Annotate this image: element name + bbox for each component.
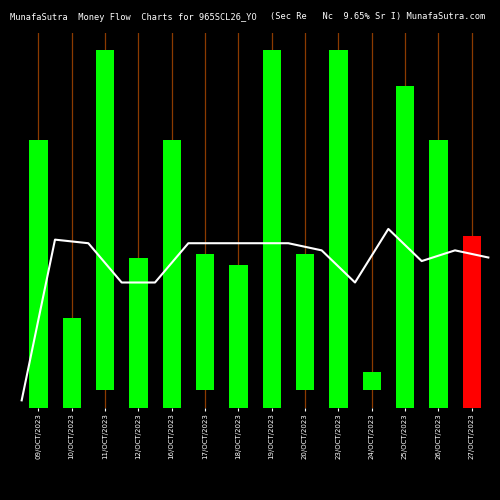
Text: (Sec Re   Nc  9.65% Sr I) MunafaSutra.com: (Sec Re Nc 9.65% Sr I) MunafaSutra.com: [270, 12, 485, 22]
Bar: [96, 50, 114, 390]
Bar: [129, 258, 148, 408]
Bar: [29, 140, 48, 407]
Bar: [462, 236, 481, 408]
Bar: [162, 140, 181, 407]
Bar: [396, 86, 414, 408]
Bar: [429, 140, 448, 407]
Bar: [196, 254, 214, 390]
Text: MunafaSutra  Money Flow  Charts for 965SCL26_YO: MunafaSutra Money Flow Charts for 965SCL…: [10, 12, 257, 22]
Bar: [296, 254, 314, 390]
Bar: [62, 318, 81, 408]
Bar: [329, 50, 347, 408]
Bar: [262, 50, 281, 408]
Bar: [362, 372, 381, 390]
Bar: [229, 264, 248, 408]
